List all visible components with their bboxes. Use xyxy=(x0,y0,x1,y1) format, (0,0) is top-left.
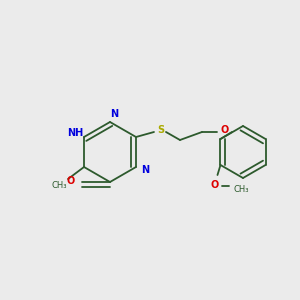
Text: O: O xyxy=(67,176,75,186)
Text: S: S xyxy=(158,125,164,135)
Text: N: N xyxy=(110,109,118,119)
Text: CH₃: CH₃ xyxy=(234,184,249,194)
Text: NH: NH xyxy=(67,128,83,138)
Text: O: O xyxy=(210,180,219,190)
Text: CH₃: CH₃ xyxy=(51,182,67,190)
Text: N: N xyxy=(141,165,149,175)
Text: O: O xyxy=(221,125,229,135)
